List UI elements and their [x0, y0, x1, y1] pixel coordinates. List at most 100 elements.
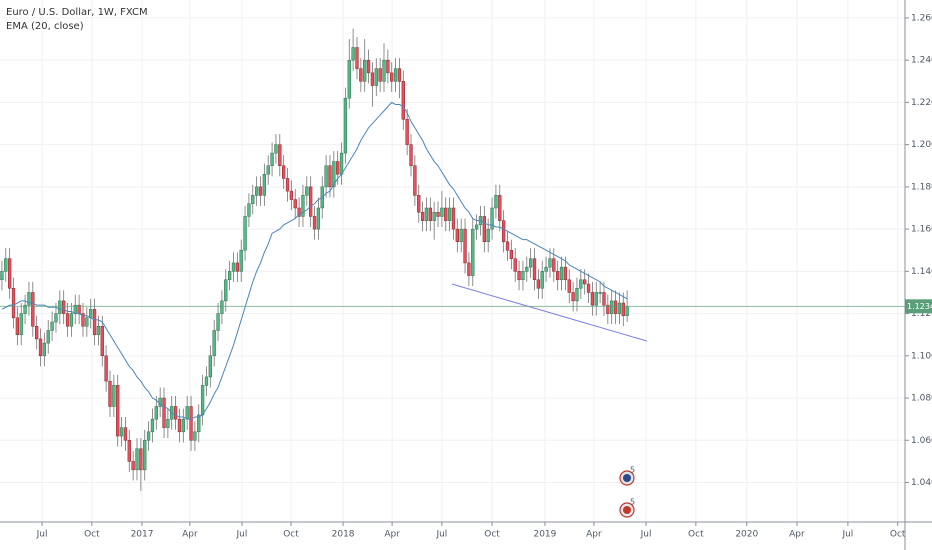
candle-body [536, 279, 541, 289]
candle-body [46, 330, 50, 344]
candle-body [100, 326, 104, 357]
candle-body [197, 414, 201, 433]
candle-body [4, 258, 8, 272]
candle-body [54, 313, 58, 323]
candle-body [166, 418, 170, 428]
candle-body [247, 203, 251, 217]
candle-body [463, 228, 467, 264]
candle-body [231, 262, 236, 272]
candle-body [42, 342, 47, 357]
candle-body [297, 207, 301, 217]
chart-title: Euro / U.S. Dollar, 1W, FXCM [6, 7, 148, 18]
candle-body [424, 207, 429, 221]
event-icon-inner [623, 506, 631, 514]
candle-body [339, 152, 344, 175]
y-tick-label: 1.20000 [911, 140, 932, 150]
candle-body [58, 300, 62, 314]
candle-body [162, 397, 166, 428]
candle-body [11, 287, 16, 319]
candle-body [397, 68, 402, 82]
y-tick-label: 1.24000 [911, 56, 932, 66]
candle-body [336, 161, 340, 175]
x-tick-label: Oct [890, 530, 906, 540]
candle-body [193, 431, 197, 441]
candle-body [459, 228, 463, 243]
candle-body [119, 427, 124, 437]
candle-body [208, 355, 212, 378]
candle-body [529, 258, 533, 268]
marks [0, 28, 905, 491]
candle-body [432, 211, 436, 221]
candle-body [189, 406, 193, 441]
candle-body [440, 207, 444, 217]
candle-body [444, 207, 448, 221]
y-tick-label: 1.06000 [911, 436, 932, 446]
candle-body [239, 249, 243, 272]
candle-body [135, 448, 139, 471]
candle-body [370, 72, 375, 86]
candle-body [150, 418, 155, 433]
candle-body [617, 302, 622, 314]
x-tick-label: Jul [435, 530, 447, 540]
candle-body [382, 59, 386, 82]
candle-body [625, 306, 629, 316]
candle-body [594, 292, 598, 306]
x-tick-label: Apr [182, 530, 198, 540]
candle-body [579, 279, 583, 289]
candle-body [501, 220, 506, 243]
candle-body [177, 418, 182, 433]
candle-body [447, 207, 452, 221]
y-tick-label: 1.26000 [911, 13, 932, 23]
candle-body [436, 211, 440, 217]
candle-body [517, 271, 521, 281]
candle-body [486, 228, 490, 243]
x-tick-label: Oct [84, 530, 100, 540]
ema-line [1, 101, 628, 420]
candle-body [498, 195, 502, 221]
candle-body [494, 195, 498, 209]
candle-body [521, 271, 525, 281]
event-count: 5 [630, 498, 635, 507]
candle-body [258, 186, 263, 196]
candle-body [328, 165, 332, 188]
candle-body [606, 304, 610, 314]
y-tick-label: 1.12000 [911, 309, 932, 319]
candle-body [610, 300, 614, 314]
x-tick-label: Jul [36, 530, 48, 540]
candle-body [200, 385, 205, 416]
x-tick-label: Jul [841, 530, 853, 540]
y-tick-label: 1.04000 [911, 478, 932, 488]
last-price-label: 1.12343 [907, 302, 932, 311]
candle-body [355, 47, 359, 69]
candle-body [586, 283, 591, 293]
candle-body [96, 326, 101, 335]
candle-body [274, 144, 278, 154]
candle-body [474, 224, 479, 230]
candle-body [293, 199, 297, 209]
candle-body [31, 292, 35, 327]
candle-body [621, 302, 625, 316]
candle-body [127, 440, 131, 462]
x-tick-label: Oct [283, 530, 299, 540]
candle-body [378, 68, 382, 82]
candle-body [552, 258, 556, 272]
grid [0, 0, 905, 522]
candle-body [19, 313, 23, 335]
y-tick-label: 1.10000 [911, 351, 932, 361]
x-tick-label: Jul [640, 530, 652, 540]
x-tick-label: Oct [688, 530, 704, 540]
candle-body [613, 300, 618, 314]
candle-body [227, 271, 232, 281]
x-tick-label: 2019 [533, 530, 556, 540]
candle-body [556, 271, 560, 281]
candle-body [490, 207, 494, 230]
candle-body [567, 279, 571, 293]
candle-body [332, 161, 336, 188]
candle-body [455, 228, 459, 243]
candle-body [420, 211, 425, 221]
candle-body [312, 216, 317, 230]
candle-body [413, 165, 417, 196]
candle-body [65, 313, 70, 327]
candle-body [405, 119, 409, 145]
